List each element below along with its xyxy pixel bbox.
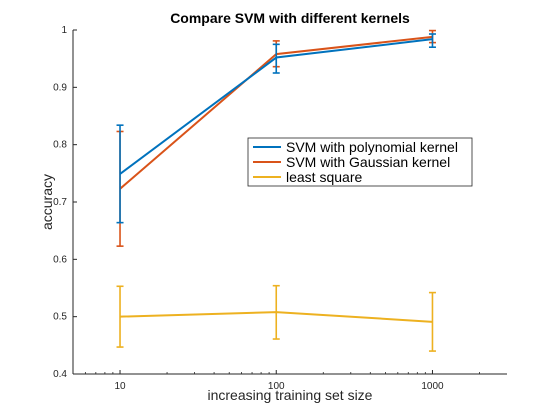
- legend-box: [247, 137, 473, 187]
- series-3: [116, 284, 436, 352]
- y-tick-label: 0.6: [53, 254, 67, 265]
- y-tick-label: 0.9: [53, 82, 67, 93]
- x-axis-title: increasing training set size: [208, 387, 373, 403]
- legend-label: least square: [286, 169, 362, 185]
- chart-title: Compare SVM with different kernels: [170, 10, 410, 26]
- y-tick-label: 0.5: [53, 312, 67, 323]
- axes: [72, 30, 507, 375]
- y-axis-title: accuracy: [39, 174, 55, 230]
- y-tick-label: 0.4: [53, 369, 67, 380]
- tick-group: 10 100 1000 0.4 0.5 0.6 0.7 0.8 0.9 1: [53, 25, 480, 392]
- x-tick-label: 1000: [421, 381, 444, 392]
- legend-label: SVM with Gaussian kernel: [286, 154, 450, 170]
- y-tick-label: 0.7: [53, 197, 67, 208]
- x-tick-label: 100: [268, 381, 285, 392]
- series-group: [116, 29, 436, 352]
- x-tick-label: 10: [114, 381, 126, 392]
- y-tick-label: 0.8: [53, 140, 67, 151]
- series-1: [116, 33, 436, 224]
- legend-label: SVM with polynomial kernel: [286, 139, 458, 155]
- y-tick-label: 1: [61, 25, 67, 36]
